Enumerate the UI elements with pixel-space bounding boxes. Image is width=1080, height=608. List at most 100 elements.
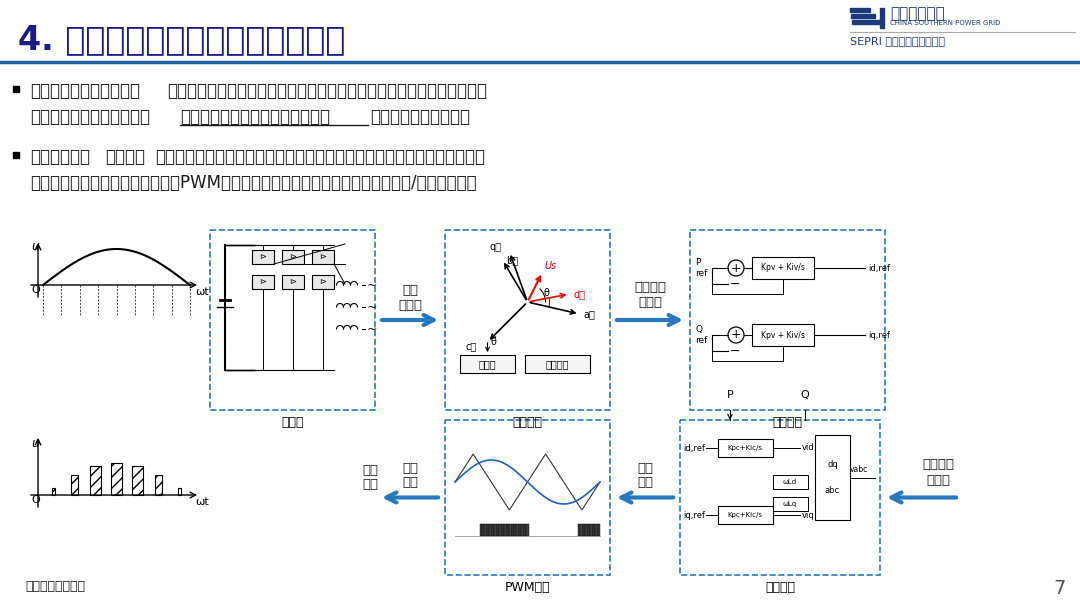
Text: ωt: ωt xyxy=(195,497,208,507)
Text: 为例：测量电气量经坐标变换后输入外环控制与参考值比较，生成电流参考: 为例：测量电气量经坐标变换后输入外环控制与参考值比较，生成电流参考 xyxy=(156,148,485,166)
Bar xyxy=(815,435,850,520)
Bar xyxy=(487,524,489,536)
Text: c轴: c轴 xyxy=(465,341,476,351)
Bar xyxy=(752,324,814,346)
Bar xyxy=(445,420,610,575)
Bar xyxy=(583,524,585,536)
Text: P: P xyxy=(727,390,733,400)
Text: +: + xyxy=(731,261,741,274)
Bar xyxy=(590,524,593,536)
Bar xyxy=(512,524,514,536)
Bar xyxy=(752,257,814,279)
Bar xyxy=(504,524,507,536)
Text: viq: viq xyxy=(802,511,814,519)
Bar xyxy=(718,439,773,457)
Bar xyxy=(525,355,590,373)
Bar xyxy=(690,230,885,410)
Bar xyxy=(852,20,880,24)
Bar xyxy=(485,524,487,536)
Text: 锁相环: 锁相环 xyxy=(478,359,497,369)
Text: 以经典的矢量: 以经典的矢量 xyxy=(30,148,90,166)
Bar xyxy=(578,524,580,536)
Text: CHINA SOUTHERN POWER GRID: CHINA SOUTHERN POWER GRID xyxy=(890,20,1000,26)
Bar xyxy=(585,524,588,536)
Bar xyxy=(880,8,885,28)
Bar xyxy=(489,524,491,536)
Text: 制开关器件的导通和关断。: 制开关器件的导通和关断。 xyxy=(30,108,150,126)
Text: 功率控制: 功率控制 xyxy=(545,359,569,369)
Text: id,ref: id,ref xyxy=(683,443,705,452)
Text: 矢量电流
参考值: 矢量电流 参考值 xyxy=(922,458,954,486)
Bar xyxy=(495,524,497,536)
Bar xyxy=(518,524,522,536)
Bar xyxy=(593,524,595,536)
Text: 矢量定向
电气量: 矢量定向 电气量 xyxy=(634,281,666,309)
Bar xyxy=(91,466,100,495)
Bar xyxy=(514,524,516,536)
Text: ：电力电子变流器主要由半导体开关器件和控制电路组成，通过负反馈控: ：电力电子变流器主要由半导体开关器件和控制电路组成，通过负反馈控 xyxy=(167,82,487,100)
Bar xyxy=(111,463,122,495)
Bar xyxy=(282,250,303,264)
Bar xyxy=(502,524,504,536)
Bar xyxy=(482,524,485,536)
Text: Kpv + Kiv/s: Kpv + Kiv/s xyxy=(761,331,805,339)
Text: 中国南方电网: 中国南方电网 xyxy=(890,7,945,21)
Text: 7: 7 xyxy=(1054,579,1066,598)
Bar xyxy=(178,488,180,495)
Bar xyxy=(680,420,880,575)
Text: ωt: ωt xyxy=(195,287,208,297)
Text: O: O xyxy=(31,495,40,505)
Text: Q
ref: Q ref xyxy=(696,325,707,345)
Text: 双环控制: 双环控制 xyxy=(105,148,145,166)
Text: −: − xyxy=(730,277,741,291)
Text: u: u xyxy=(31,437,39,450)
Text: 调制
信号: 调制 信号 xyxy=(637,461,653,489)
Text: b轴: b轴 xyxy=(507,255,518,265)
Bar xyxy=(850,8,870,12)
Text: ⊳: ⊳ xyxy=(259,252,267,261)
Bar xyxy=(210,230,375,410)
Text: ~: ~ xyxy=(367,278,378,291)
Text: iq,ref: iq,ref xyxy=(868,331,890,339)
Text: 电力电子变流器基本原理: 电力电子变流器基本原理 xyxy=(30,82,140,100)
Text: ⊳: ⊳ xyxy=(320,277,326,286)
Bar xyxy=(312,250,334,264)
Bar xyxy=(499,524,502,536)
Bar xyxy=(516,524,518,536)
Text: SEPRI 南方电网科学研究院: SEPRI 南方电网科学研究院 xyxy=(850,36,945,46)
Text: 值。电流内环跟踪电流参考值，经PWM调制后产生开关器件的触发信号，实现有功/无功输出控制: 值。电流内环跟踪电流参考值，经PWM调制后产生开关器件的触发信号，实现有功/无功… xyxy=(30,174,476,192)
Text: ⊳: ⊳ xyxy=(320,252,326,261)
Bar xyxy=(312,275,334,289)
Bar xyxy=(580,524,583,536)
Bar xyxy=(851,14,875,18)
Text: a轴: a轴 xyxy=(583,309,595,319)
Text: ωLd: ωLd xyxy=(783,479,797,485)
Text: iq,ref: iq,ref xyxy=(683,511,705,519)
Text: ⊳: ⊳ xyxy=(289,252,297,261)
Text: ⊳: ⊳ xyxy=(259,277,267,286)
Text: ~: ~ xyxy=(367,300,378,314)
Bar xyxy=(252,275,274,289)
Text: 派克变换: 派克变换 xyxy=(513,416,542,429)
Bar xyxy=(252,250,274,264)
Text: O: O xyxy=(31,285,40,295)
Text: ~: ~ xyxy=(367,322,378,336)
Text: d轴: d轴 xyxy=(573,289,585,299)
Text: Kpv + Kiv/s: Kpv + Kiv/s xyxy=(761,263,805,272)
Text: vid: vid xyxy=(802,443,814,452)
Text: Kpc+Kic/s: Kpc+Kic/s xyxy=(728,512,762,518)
Text: +: + xyxy=(731,328,741,342)
Bar xyxy=(491,524,495,536)
Text: dq: dq xyxy=(827,460,838,469)
Bar xyxy=(597,524,600,536)
Text: 正弦电压由脉宽调制波经滤波形成: 正弦电压由脉宽调制波经滤波形成 xyxy=(180,108,330,126)
Text: u: u xyxy=(31,240,39,253)
Text: （基于冲量等效原理）: （基于冲量等效原理） xyxy=(370,108,471,126)
Text: 触发
信号: 触发 信号 xyxy=(362,463,378,491)
Bar xyxy=(524,524,526,536)
Text: Us: Us xyxy=(544,261,557,271)
Text: Q: Q xyxy=(800,390,809,400)
Text: Kpc+Kic/s: Kpc+Kic/s xyxy=(728,445,762,451)
Bar xyxy=(460,355,515,373)
Bar xyxy=(509,524,512,536)
